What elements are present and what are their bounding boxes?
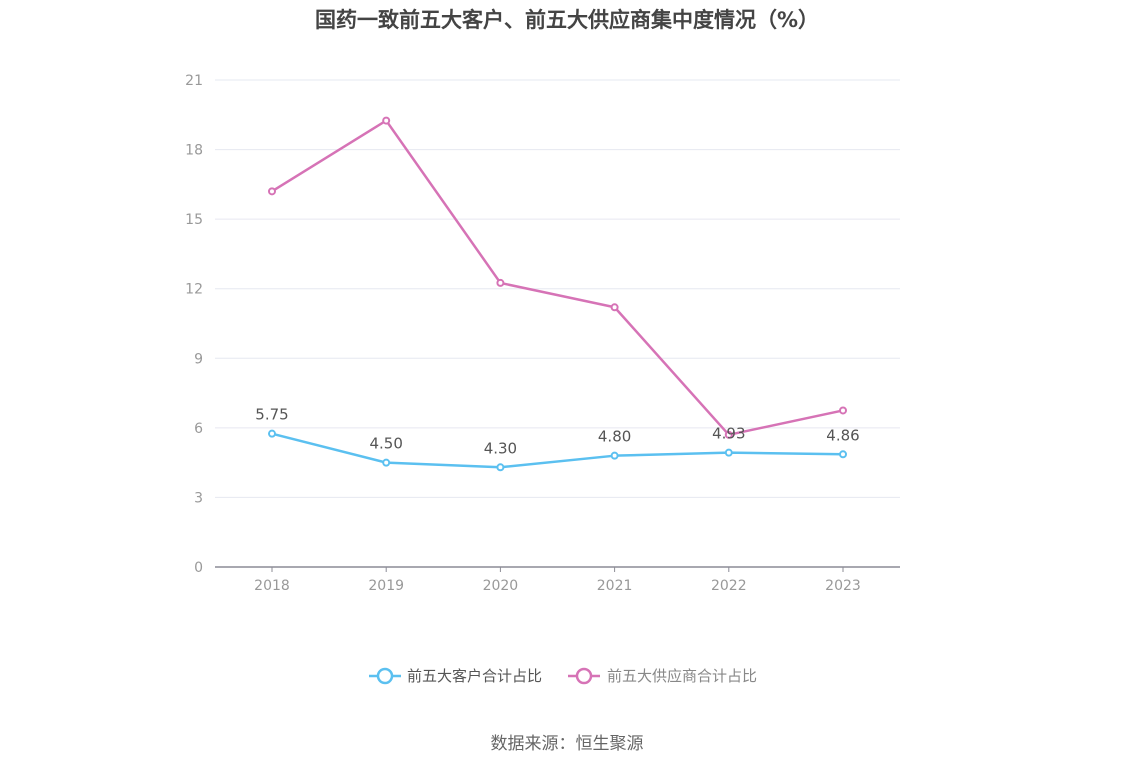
x-tick-label-2018: 2018 <box>254 578 290 594</box>
y-tick-label-9: 9 <box>194 351 203 367</box>
series-line-1 <box>271 119 844 437</box>
y-tick-label-18: 18 <box>185 143 203 159</box>
series-lines <box>268 116 847 472</box>
legend-item-0[interactable]: 前五大客户合计占比 <box>369 667 542 685</box>
data-labels: 5.75 4.50 4.30 4.80 4.93 4.86 <box>255 406 859 458</box>
x-tick-label-2020: 2020 <box>483 578 519 594</box>
data-label-2019: 4.50 <box>369 435 402 453</box>
source-note: 数据来源：恒生聚源 <box>490 734 644 754</box>
data-point-1-2021[interactable] <box>610 303 619 312</box>
data-point-0-2019[interactable] <box>382 458 391 467</box>
x-tick-label-2022: 2022 <box>711 578 747 594</box>
y-tick-label-21: 21 <box>185 73 203 89</box>
legend-marker-0 <box>376 667 394 685</box>
legend-label-1: 前五大供应商合计占比 <box>607 667 757 685</box>
chart-title: 国药一致前五大客户、前五大供应商集中度情况（%） <box>314 8 820 32</box>
y-tick-label-3: 3 <box>194 490 203 506</box>
data-label-2021: 4.80 <box>598 428 631 446</box>
legend[interactable]: 前五大客户合计占比 前五大供应商合计占比 <box>369 667 757 685</box>
data-point-1-2018[interactable] <box>268 187 276 196</box>
legend-item-1[interactable]: 前五大供应商合计占比 <box>568 667 757 685</box>
x-tick-label-2021: 2021 <box>597 578 633 594</box>
grid-lines <box>215 79 900 498</box>
y-tick-label-0: 0 <box>194 560 203 576</box>
x-tick-label-2023: 2023 <box>825 578 861 594</box>
data-point-0-2020[interactable] <box>496 463 505 472</box>
y-tick-label-6: 6 <box>194 421 203 437</box>
data-point-0-2023[interactable] <box>839 450 847 459</box>
legend-marker-1 <box>575 667 593 685</box>
data-label-2020: 4.30 <box>484 439 517 457</box>
legend-label-0: 前五大客户合计占比 <box>407 667 542 685</box>
data-label-2022: 4.93 <box>712 425 745 443</box>
data-point-0-2021[interactable] <box>610 451 619 460</box>
y-tick-label-12: 12 <box>185 282 203 298</box>
data-point-1-2020[interactable] <box>496 278 505 287</box>
data-point-1-2022[interactable] <box>724 430 733 439</box>
data-point-0-2022[interactable] <box>724 448 733 457</box>
series-line-0 <box>271 432 844 469</box>
y-tick-label-15: 15 <box>185 212 203 228</box>
axes: 0 3 6 9 12 15 18 21 2018 2019 2020 2021 2022 2023 <box>185 73 900 594</box>
x-tick-label-2019: 2019 <box>368 578 404 594</box>
data-label-2023: 4.86 <box>826 426 859 444</box>
data-label-2018: 5.75 <box>255 406 288 424</box>
data-point-1-2019[interactable] <box>382 116 391 125</box>
data-point-1-2023[interactable] <box>839 406 847 415</box>
data-point-0-2018[interactable] <box>268 429 276 438</box>
